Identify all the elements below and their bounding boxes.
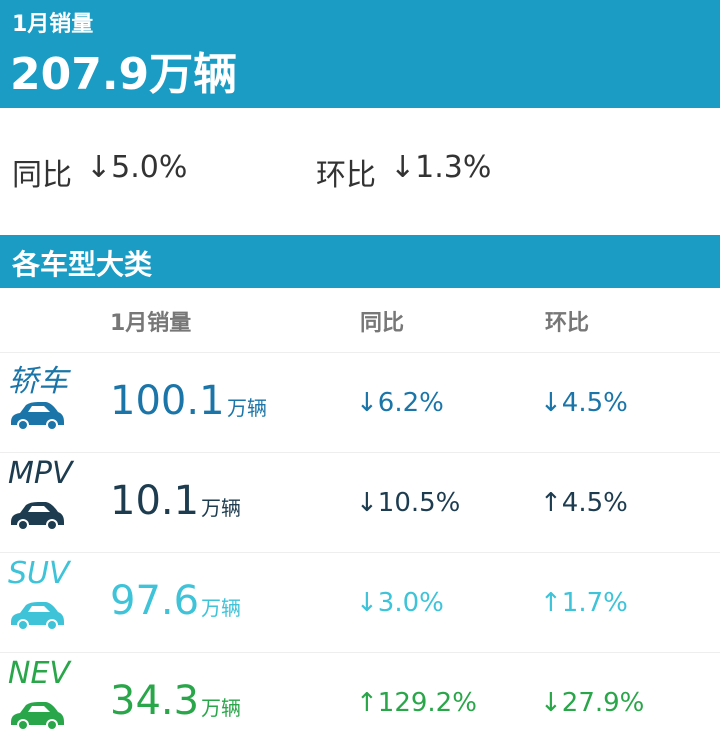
yoy-value: ↓5.0% bbox=[86, 150, 188, 185]
row-mom: ↓27.9% bbox=[540, 688, 645, 718]
row-name: MPV bbox=[8, 456, 73, 491]
row-divider bbox=[0, 652, 720, 753]
car-icon bbox=[8, 700, 66, 736]
row-volume: 100.1 bbox=[110, 378, 225, 424]
row-divider bbox=[0, 552, 720, 653]
section-band bbox=[0, 235, 720, 288]
car-shape bbox=[11, 402, 64, 431]
row-name: 轿车 bbox=[8, 364, 68, 399]
car-icon bbox=[8, 500, 66, 536]
row-yoy: ↓10.5% bbox=[356, 488, 461, 518]
row-yoy: ↓6.2% bbox=[356, 388, 444, 418]
row-divider bbox=[0, 352, 720, 453]
row-mom: ↑4.5% bbox=[540, 488, 628, 518]
car-icon bbox=[8, 600, 66, 636]
row-mom: ↓4.5% bbox=[540, 388, 628, 418]
row-yoy: ↓3.0% bbox=[356, 588, 444, 618]
row-unit: 万辆 bbox=[201, 596, 241, 620]
column-header: 环比 bbox=[545, 311, 590, 336]
row-volume: 34.3 bbox=[110, 678, 200, 724]
row-volume: 10.1 bbox=[110, 478, 200, 524]
row-volume: 97.6 bbox=[110, 578, 200, 624]
row-unit: 万辆 bbox=[201, 496, 241, 520]
row-mom: ↑1.7% bbox=[540, 588, 628, 618]
row-unit: 万辆 bbox=[201, 696, 241, 720]
row-name: NEV bbox=[8, 656, 70, 691]
mom-label: 环比 bbox=[316, 158, 376, 193]
column-header: 1月销量 bbox=[110, 311, 192, 336]
row-name: SUV bbox=[8, 556, 70, 591]
header-total: 207.9万辆 bbox=[10, 49, 238, 100]
car-shape bbox=[11, 702, 64, 731]
section-title: 各车型大类 bbox=[12, 248, 153, 281]
column-header: 同比 bbox=[360, 311, 405, 336]
row-yoy: ↑129.2% bbox=[356, 688, 477, 718]
mom-value: ↓1.3% bbox=[390, 150, 492, 185]
row-unit: 万辆 bbox=[227, 396, 267, 420]
car-shape bbox=[11, 602, 64, 631]
row-divider bbox=[0, 452, 720, 553]
header-title: 1月销量 bbox=[12, 12, 94, 37]
car-icon bbox=[8, 400, 66, 436]
car-shape bbox=[11, 502, 64, 531]
header-band bbox=[0, 0, 720, 108]
yoy-label: 同比 bbox=[12, 158, 72, 193]
